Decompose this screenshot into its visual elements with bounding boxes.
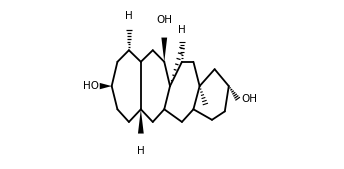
Text: H: H <box>137 146 145 156</box>
Polygon shape <box>100 83 112 89</box>
Polygon shape <box>161 38 167 62</box>
Text: H: H <box>178 26 186 35</box>
Polygon shape <box>138 109 144 134</box>
Text: OH: OH <box>241 94 257 104</box>
Text: H: H <box>125 11 133 21</box>
Text: OH: OH <box>156 15 172 25</box>
Text: HO: HO <box>83 81 99 91</box>
